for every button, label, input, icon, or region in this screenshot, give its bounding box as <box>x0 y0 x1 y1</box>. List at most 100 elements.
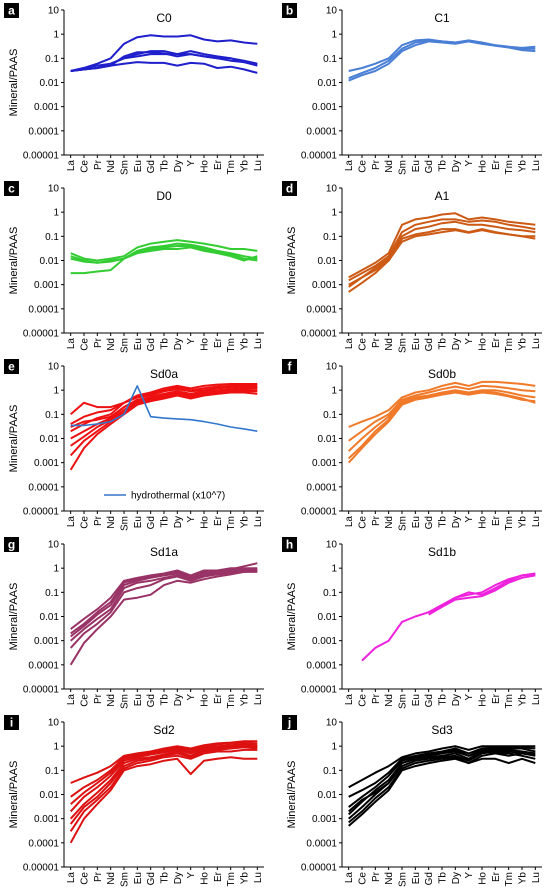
y-tick-label: 0.01 <box>40 790 60 801</box>
x-tick-label: Sm <box>120 160 131 175</box>
x-tick-label: Y <box>464 516 475 523</box>
x-tick-label: Gd <box>424 338 435 351</box>
x-tick-label: Y <box>464 872 475 879</box>
x-tick-label: Gd <box>146 338 157 351</box>
x-tick-label: Dy <box>173 338 184 350</box>
y-tick-label: 1 <box>53 564 59 575</box>
y-tick-label: 0.0001 <box>28 126 59 137</box>
x-tick-label: Dy <box>451 516 462 528</box>
x-tick-label: Eu <box>411 338 422 350</box>
y-tick-label: 0.0001 <box>306 660 337 671</box>
x-tick-label: Pr <box>93 337 104 348</box>
x-tick-label: Ho <box>478 338 489 351</box>
x-tick-label: Ho <box>200 160 211 173</box>
x-tick-label: Gd <box>424 872 435 885</box>
x-tick-label: Tb <box>160 516 171 528</box>
x-tick-label: Y <box>186 516 197 523</box>
x-tick-label: Sm <box>120 516 131 531</box>
x-tick-label: Tm <box>226 694 237 708</box>
y-tick-label: 0.1 <box>45 54 59 65</box>
panel-title: D0 <box>156 189 172 203</box>
x-tick-label: Tm <box>226 872 237 886</box>
x-tick-label: Nd <box>384 516 395 529</box>
x-tick-label: Er <box>213 515 224 526</box>
x-tick-label: Tb <box>160 872 171 884</box>
y-tick-label: 10 <box>326 6 338 17</box>
panel-letter: f <box>288 360 293 374</box>
y-tick-label: 0.0001 <box>306 482 337 493</box>
x-tick-label: Nd <box>106 872 117 885</box>
series-line <box>428 573 536 614</box>
y-tick-label: 0.00001 <box>23 863 60 874</box>
series-line <box>428 574 536 616</box>
x-tick-label: Ce <box>80 516 91 529</box>
series-line <box>70 61 258 74</box>
x-tick-label: Dy <box>173 872 184 884</box>
x-tick-label: Tm <box>226 516 237 530</box>
y-tick-label: 0.0001 <box>306 304 337 315</box>
series-line <box>70 245 258 264</box>
panel-title: Sd2 <box>153 723 175 737</box>
x-tick-label: Y <box>186 872 197 879</box>
x-tick-label: Gd <box>424 694 435 707</box>
series-line <box>69 756 258 844</box>
y-tick-label: 0.01 <box>40 78 60 89</box>
y-tick-label: 0.0001 <box>306 838 337 849</box>
x-tick-label: Gd <box>146 516 157 529</box>
y-tick-label: 0.1 <box>45 232 59 243</box>
x-tick-label: Lu <box>253 694 264 705</box>
x-tick-label: Ce <box>358 694 369 707</box>
panel-letter-badge <box>4 537 19 552</box>
y-tick-label: 10 <box>48 184 60 195</box>
y-tick-label: 0.001 <box>34 102 59 113</box>
x-tick-label: Nd <box>106 160 117 173</box>
panel-letter: d <box>286 182 293 196</box>
panel-letter-badge <box>4 715 19 730</box>
x-tick-label: Er <box>491 871 502 882</box>
x-tick-label: Eu <box>411 516 422 528</box>
y-tick-label: 0.1 <box>45 588 59 599</box>
y-axis-label: Mineral/PAAS <box>8 49 20 117</box>
series-line <box>348 389 536 452</box>
x-tick-label: Yb <box>518 338 529 351</box>
x-tick-label: Ce <box>80 694 91 707</box>
panel-title: Sd1a <box>150 545 178 559</box>
series-line <box>348 752 536 824</box>
panel-title: A1 <box>435 189 450 203</box>
y-tick-label: 0.01 <box>40 434 60 445</box>
series-line <box>70 383 258 416</box>
x-tick-label: Nd <box>384 694 395 707</box>
panel-letter: e <box>8 360 15 374</box>
x-tick-label: Lu <box>531 872 542 883</box>
x-tick-label: La <box>66 338 77 350</box>
y-tick-label: 10 <box>326 362 338 373</box>
series-line <box>69 745 258 820</box>
series-line <box>69 570 258 666</box>
series-line <box>70 568 258 638</box>
y-tick-label: 0.00001 <box>301 863 338 874</box>
y-tick-label: 0.0001 <box>28 838 59 849</box>
panel-h: h 10 1 0.1 0.01 0.001 0.0001 0.00001 Mineral/PAA… <box>282 537 542 709</box>
y-tick-label: 10 <box>48 718 60 729</box>
x-tick-label: Nd <box>106 338 117 351</box>
y-tick-label: 0.1 <box>323 766 337 777</box>
x-tick-label: Er <box>213 871 224 882</box>
x-tick-label: Ho <box>200 694 211 707</box>
x-tick-label: Sm <box>120 338 131 353</box>
x-tick-label: Pr <box>93 159 104 170</box>
panel-title: C1 <box>434 11 450 25</box>
x-tick-label: Tm <box>504 694 515 708</box>
x-tick-label: Lu <box>531 160 542 171</box>
x-tick-label: Y <box>464 160 475 167</box>
x-tick-label: La <box>66 872 77 884</box>
series-line <box>348 380 536 428</box>
x-tick-label: Gd <box>146 160 157 173</box>
x-tick-label: Yb <box>240 872 251 885</box>
x-tick-label: Pr <box>371 337 382 348</box>
x-tick-label: Eu <box>133 338 144 350</box>
y-tick-label: 0.01 <box>318 78 338 89</box>
y-tick-label: 0.0001 <box>28 482 59 493</box>
x-tick-label: Ce <box>358 516 369 529</box>
